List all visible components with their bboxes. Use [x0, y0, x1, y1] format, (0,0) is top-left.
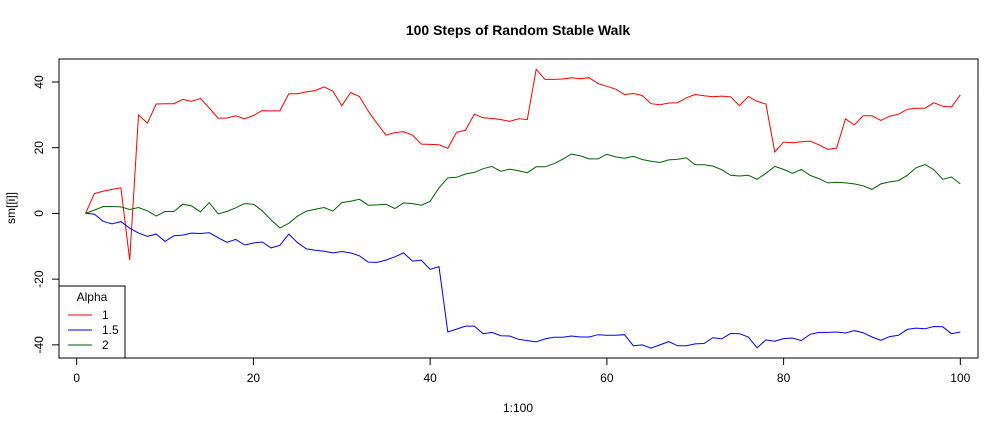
x-tick-label: 20 — [247, 371, 261, 385]
x-axis-label: 1:100 — [503, 401, 533, 415]
legend-label-1-5: 1.5 — [102, 323, 119, 337]
x-tick-label: 60 — [600, 371, 614, 385]
x-tick-label: 40 — [423, 371, 437, 385]
x-tick-label: 80 — [777, 371, 791, 385]
y-axis-label: sm[[i]] — [4, 192, 18, 224]
legend-label-1: 1 — [102, 308, 109, 322]
chart-title: 100 Steps of Random Stable Walk — [406, 22, 631, 38]
series-layer — [85, 68, 961, 349]
legend-box — [58, 285, 126, 359]
series-line-1-5 — [85, 212, 961, 349]
y-axis: -40 -20 0 20 40 — [32, 75, 60, 354]
series-line-1 — [85, 68, 961, 261]
y-tick-label: 40 — [32, 75, 46, 89]
plot-area — [58, 58, 979, 359]
legend: Alpha 11.52 — [58, 285, 126, 359]
y-tick-label: 20 — [32, 141, 46, 155]
y-tick-label: -20 — [32, 270, 46, 288]
x-tick-label: 0 — [73, 371, 80, 385]
x-axis: 0 20 40 60 80 100 — [73, 357, 971, 385]
x-tick-label: 100 — [950, 371, 970, 385]
legend-label-2: 2 — [102, 338, 109, 352]
series-line-2 — [85, 153, 961, 229]
y-tick-label: 0 — [32, 210, 46, 217]
legend-title: Alpha — [77, 290, 108, 304]
y-tick-label: -40 — [32, 336, 46, 354]
